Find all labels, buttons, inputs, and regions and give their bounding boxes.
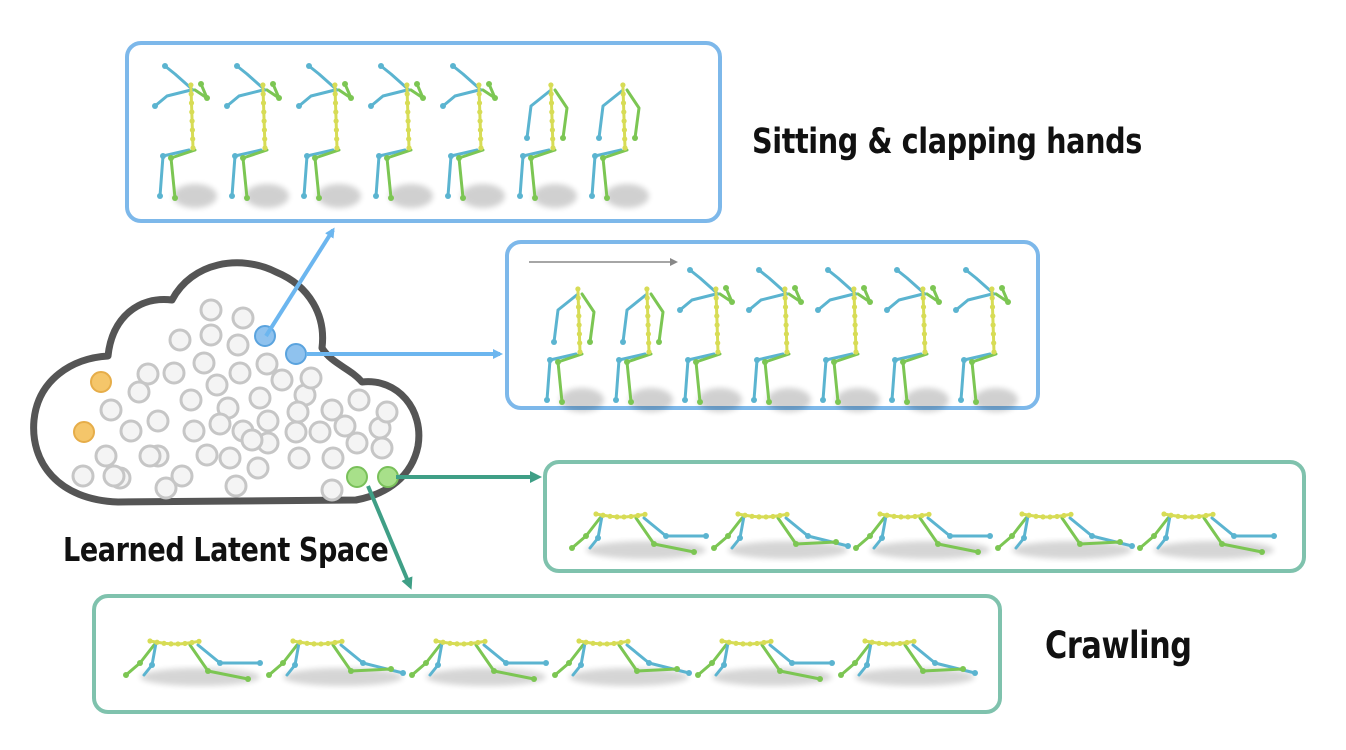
latent-dot-grey (154, 476, 178, 500)
skeleton-sitting (440, 63, 505, 208)
latent-dot-grey (256, 409, 280, 433)
sitting-panel-2 (505, 240, 1040, 410)
latent-dot-grey (170, 464, 194, 488)
latent-dot-grey (136, 362, 160, 386)
latent-dot-yellow (90, 371, 112, 393)
latent-dot-green (346, 466, 368, 488)
latent-dot-grey (246, 456, 270, 480)
skeleton-sitting (884, 267, 949, 412)
latent-dot-grey (321, 446, 345, 470)
skeleton-sitting (953, 267, 1018, 412)
latent-dot-blue (285, 343, 307, 365)
latent-dot-grey (146, 409, 170, 433)
latent-dot-grey (127, 380, 151, 404)
latent-dot-grey (308, 420, 332, 444)
latent-dot-grey (71, 464, 95, 488)
latent-dot-grey (255, 352, 279, 376)
skeleton-sitting (613, 286, 673, 412)
latent-dot-grey (162, 361, 186, 385)
crawling-panel-2 (92, 594, 1002, 714)
latent-dot-grey (138, 444, 162, 468)
skeleton-sitting (677, 267, 742, 412)
latent-dot-grey (333, 414, 357, 438)
skeleton-crawling (123, 638, 263, 686)
latent-dot-grey (199, 298, 223, 322)
skeleton-crawling (569, 511, 709, 559)
latent-dot-grey (231, 306, 255, 330)
label-sitting-clapping: Sitting & clapping hands (752, 122, 1142, 162)
skeleton-crawling (853, 511, 993, 559)
skeleton-sitting (746, 267, 811, 412)
skeleton-crawling (409, 638, 549, 686)
latent-dot-grey (224, 474, 248, 498)
latent-dot-grey (270, 368, 294, 392)
latent-dot-grey (208, 412, 232, 436)
latent-dot-grey (119, 419, 143, 443)
crawling-skeletons-2 (123, 638, 978, 686)
latent-dot-green (377, 466, 399, 488)
latent-dot-grey (218, 446, 242, 470)
latent-dot-grey (248, 386, 272, 410)
skeleton-sitting (815, 267, 880, 412)
skeleton-sitting (589, 82, 649, 208)
skeleton-sitting (544, 286, 604, 412)
crawling-skeletons-1 (569, 511, 1277, 559)
latent-dot-grey (94, 444, 118, 468)
arrow-to-sitting-1 (264, 227, 335, 338)
latent-dot-grey (287, 446, 311, 470)
label-crawling: Crawling (1045, 624, 1192, 667)
latent-dot-grey (199, 323, 223, 347)
sitting-skeletons-2 (544, 267, 1018, 412)
skeleton-crawling (838, 638, 978, 686)
skeleton-crawling (711, 511, 851, 559)
sitting-skeletons-1 (152, 63, 649, 208)
latent-dot-grey (286, 400, 310, 424)
skeleton-sitting (152, 63, 217, 208)
latent-dot-grey (345, 431, 369, 455)
latent-dot-grey (179, 388, 203, 412)
latent-dot-yellow (73, 421, 95, 443)
skeleton-sitting (517, 82, 577, 208)
latent-dot-grey (240, 428, 264, 452)
latent-dot-grey (99, 398, 123, 422)
latent-dot-grey (320, 478, 344, 502)
skeleton-crawling (995, 511, 1135, 559)
latent-dot-grey (347, 388, 371, 412)
latent-dot-grey (226, 333, 250, 357)
latent-dot-grey (195, 443, 219, 467)
skeleton-sitting (296, 63, 361, 208)
latent-dot-grey (205, 373, 229, 397)
label-learned-latent-space: Learned Latent Space (63, 530, 389, 569)
latent-dot-grey (228, 361, 252, 385)
skeleton-crawling (1137, 511, 1277, 559)
latent-dot-grey (320, 398, 344, 422)
skeleton-crawling (266, 638, 406, 686)
arrow-to-crawling-2 (366, 485, 413, 590)
latent-dot-grey (370, 436, 394, 460)
latent-dot-grey (168, 328, 192, 352)
latent-dot-grey (192, 351, 216, 375)
skeleton-crawling (695, 638, 835, 686)
latent-dot-grey (182, 419, 206, 443)
skeleton-sitting (368, 63, 433, 208)
latent-dot-grey (102, 464, 126, 488)
latent-dot-grey (375, 400, 399, 424)
skeleton-sitting (224, 63, 289, 208)
latent-dot-grey (299, 366, 323, 390)
skeleton-crawling (552, 638, 692, 686)
latent-dot-grey (284, 420, 308, 444)
